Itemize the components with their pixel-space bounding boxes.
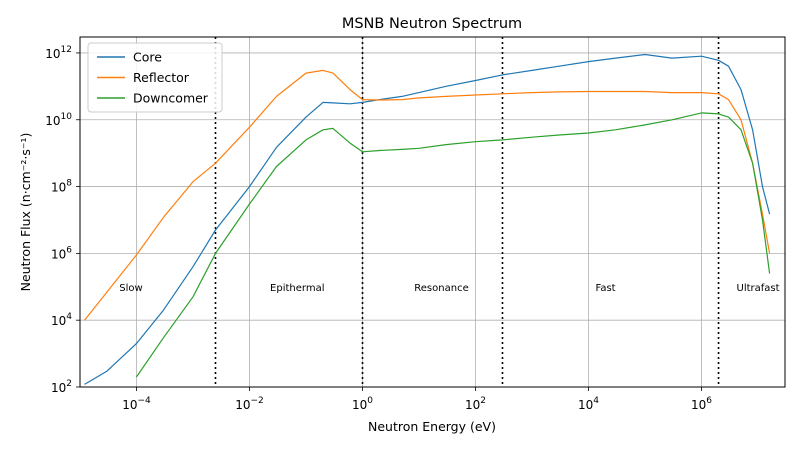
region-label: Fast xyxy=(595,283,615,294)
y-tick-label: 104 xyxy=(51,312,72,328)
region-label: Slow xyxy=(119,283,142,294)
legend-label: Downcomer xyxy=(133,91,209,106)
region-label: Ultrafast xyxy=(737,283,780,294)
legend-label: Core xyxy=(133,50,162,65)
chart-title: MSNB Neutron Spectrum xyxy=(342,16,522,32)
y-tick-label: 1012 xyxy=(45,45,72,61)
legend: Core Reflector Downcomer xyxy=(87,42,223,113)
y-tick-label: 102 xyxy=(51,379,72,395)
x-tick-label: 104 xyxy=(578,396,599,412)
series-line-core xyxy=(84,53,771,385)
y-tick-label: 1010 xyxy=(45,112,72,128)
x-tick-label: 102 xyxy=(465,396,486,412)
x-tick-label: 106 xyxy=(691,396,712,412)
x-axis-label: Neutron Energy (eV) xyxy=(368,419,496,434)
x-axis-ticks: 10−4 10−2 100 102 104 106 xyxy=(122,387,712,412)
region-boundaries xyxy=(214,37,720,387)
x-tick-label: 100 xyxy=(352,396,373,412)
legend-box xyxy=(87,42,223,113)
series-layer xyxy=(84,53,771,385)
y-axis-label: Neutron Flux (n·cm⁻²·s⁻¹) xyxy=(18,133,33,292)
legend-label: Reflector xyxy=(133,70,190,85)
y-tick-label: 108 xyxy=(51,179,72,195)
region-labels: Slow Epithermal Resonance Fast Ultrafast xyxy=(119,283,779,294)
x-tick-label: 10−4 xyxy=(122,396,151,412)
x-tick-label: 10−2 xyxy=(235,396,264,412)
region-label: Epithermal xyxy=(270,283,324,294)
y-tick-label: 106 xyxy=(51,245,72,261)
plot-frame xyxy=(79,36,786,388)
series-line-reflector xyxy=(84,69,771,321)
y-axis-ticks: 102 104 106 108 1010 1012 xyxy=(45,45,80,395)
series-line-downcomer xyxy=(136,112,771,378)
region-label: Resonance xyxy=(414,283,468,294)
